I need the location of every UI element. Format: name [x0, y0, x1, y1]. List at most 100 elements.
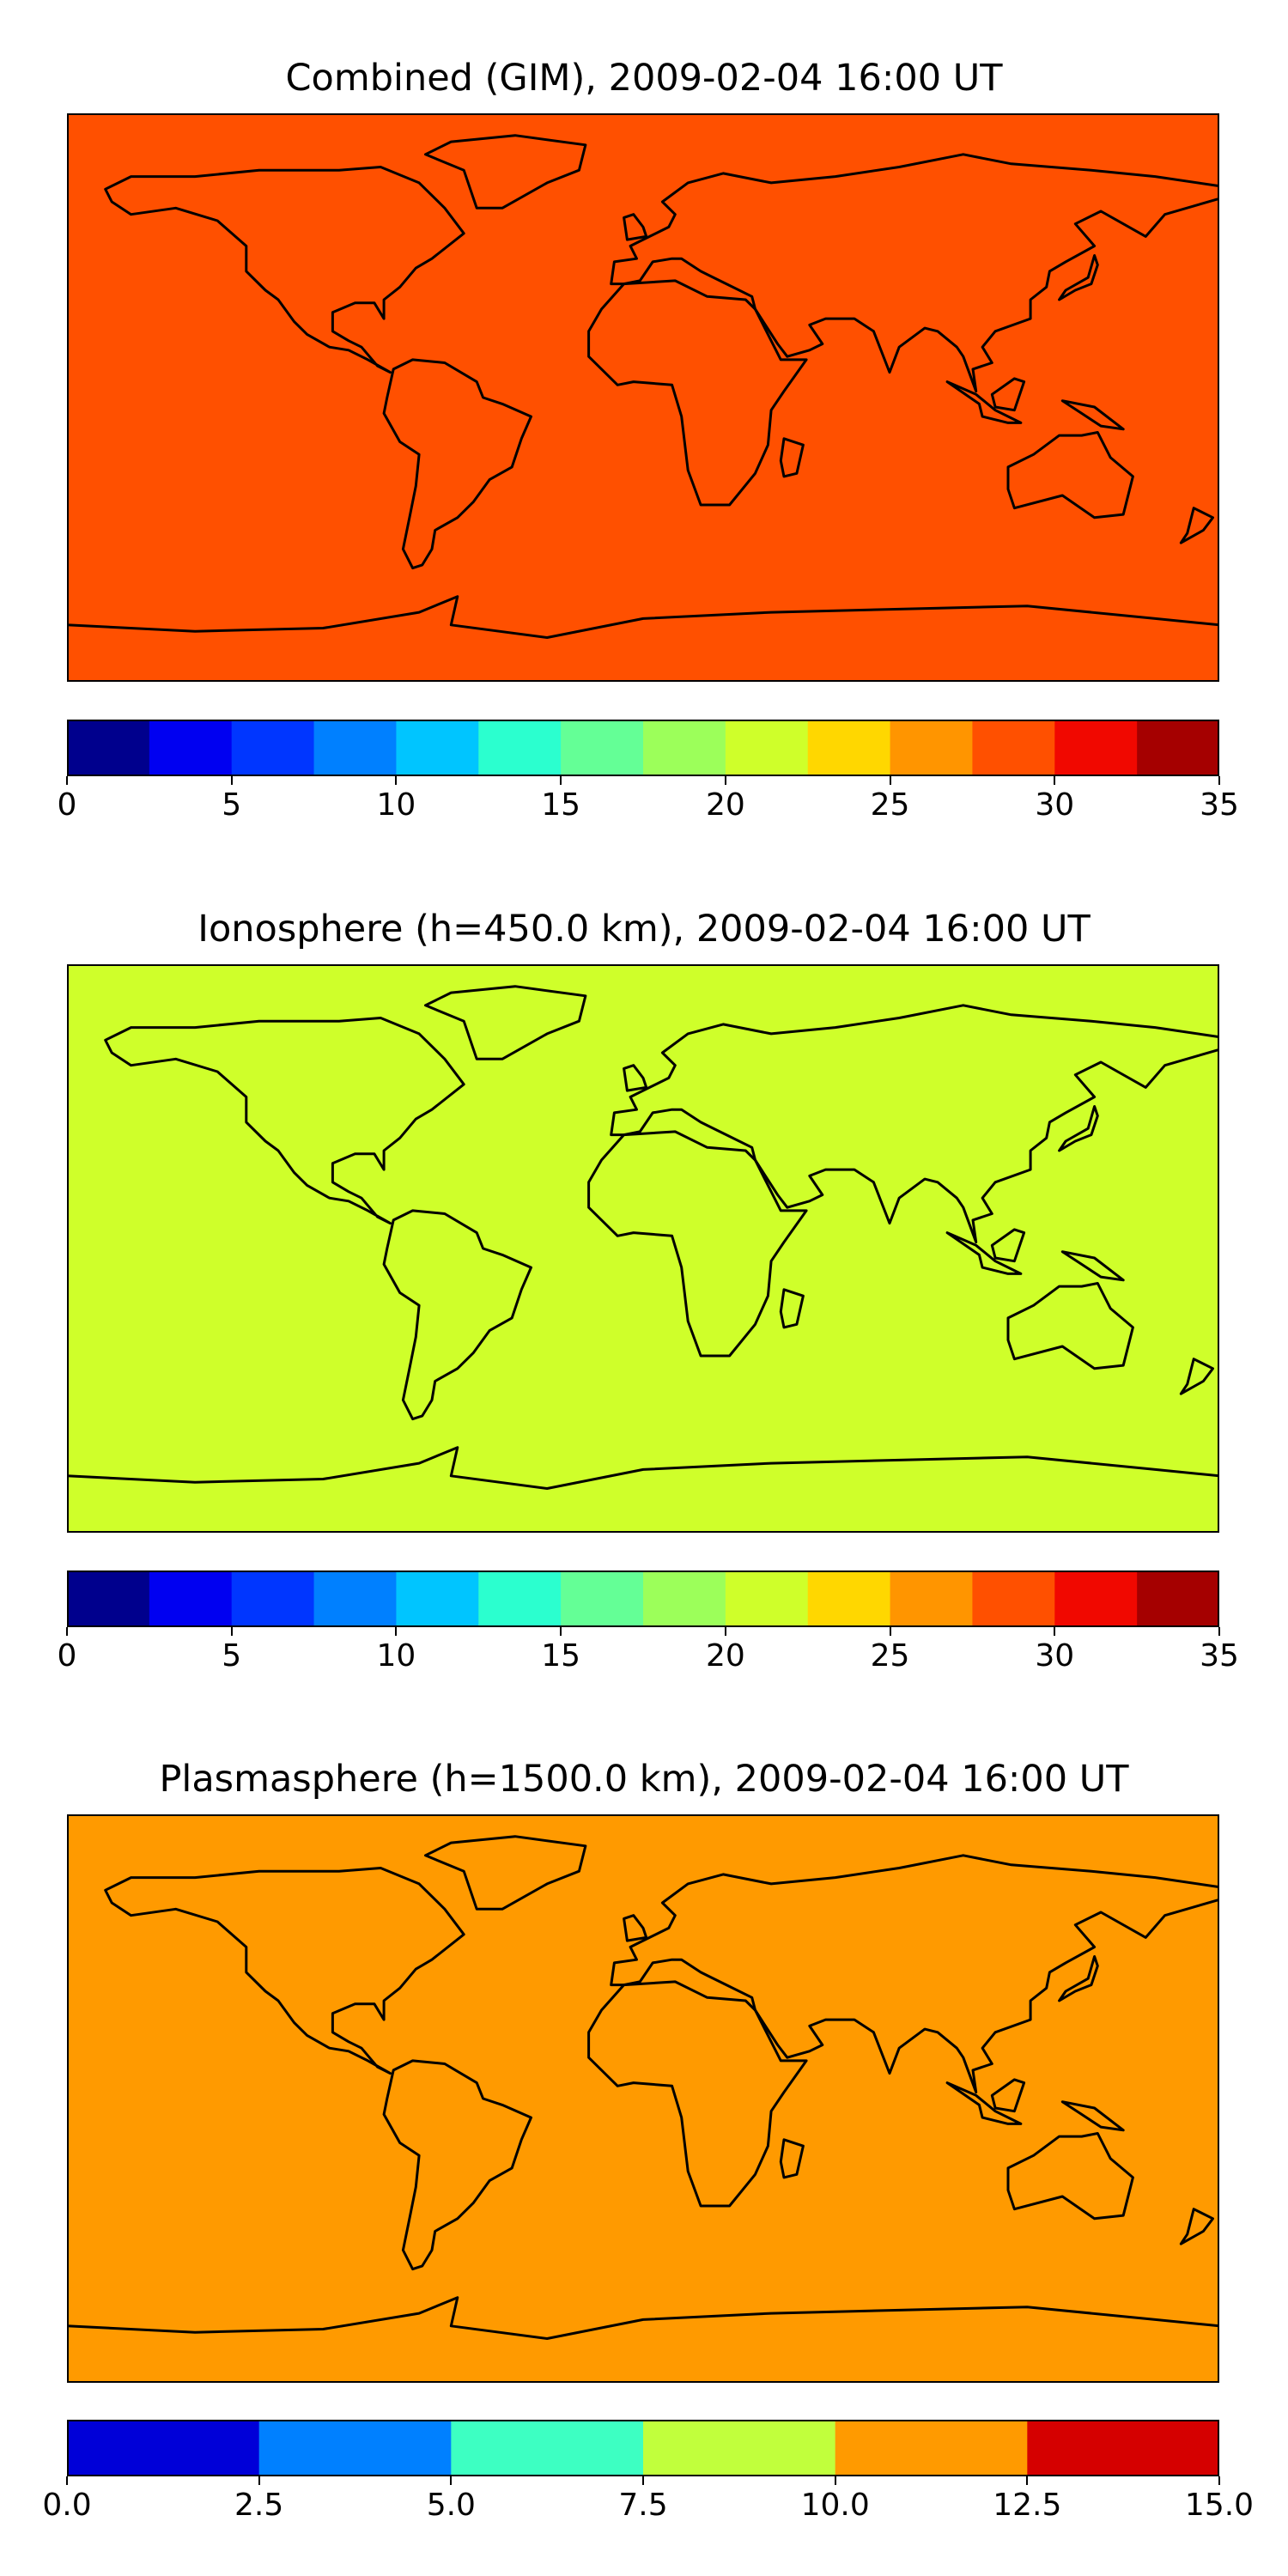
colorbar-bin-10 — [890, 1571, 973, 1627]
colorbar-tick-mark — [1026, 2476, 1029, 2485]
coastline-new-guinea — [1060, 2100, 1125, 2132]
colorbar-bin-12 — [1054, 1571, 1138, 1627]
coastline-australia — [1006, 2132, 1134, 2221]
coastline-borneo — [990, 1228, 1026, 1263]
colorbar-tick-label: 25 — [870, 787, 910, 823]
colorbar-tick-mark — [395, 1627, 398, 1636]
contour-field — [67, 113, 1219, 682]
colorbar-bin-8 — [725, 720, 809, 776]
colorbar-bin-13 — [1137, 1571, 1219, 1627]
colorbar-tick-mark — [724, 1627, 726, 1636]
contour-field — [67, 1814, 1219, 2383]
coastline-madagascar — [779, 437, 805, 478]
coastline-greenland — [424, 134, 587, 210]
colorbar-bin-3 — [313, 1571, 397, 1627]
colorbar-tick-mark — [1218, 776, 1220, 785]
colorbar-bin-4 — [396, 720, 479, 776]
colorbar-tick-label: 5 — [222, 1638, 242, 1674]
colorbar-tick-label: 0 — [57, 1638, 77, 1674]
panel-1-map — [67, 113, 1219, 682]
coastline-north-america — [104, 1017, 465, 1225]
colorbar-tick-mark — [642, 2476, 644, 2485]
colorbar-tick-mark — [724, 776, 726, 785]
colorbar-tick-label: 35 — [1200, 787, 1239, 823]
colorbar-bin-1 — [149, 1571, 233, 1627]
panel-1-colorbar — [67, 720, 1219, 776]
colorbar-tick-mark — [450, 2476, 453, 2485]
coastline-south-america — [382, 2059, 532, 2271]
colorbar-tick-label: 20 — [705, 1638, 745, 1674]
colorbar-tick-label: 0.0 — [42, 2488, 92, 2523]
colorbar-bin-10 — [890, 720, 973, 776]
colorbar-tick-label: 25 — [870, 1638, 910, 1674]
colorbar-tick-mark — [66, 2476, 68, 2485]
coastline-greenland — [424, 1835, 587, 1911]
panel-3-map — [67, 1814, 1219, 2383]
colorbar-bin-0 — [67, 1571, 150, 1627]
coastline-uk — [623, 1064, 648, 1092]
coastlines — [67, 134, 1219, 682]
coastline-australia — [1006, 1282, 1134, 1370]
colorbar-tick-mark — [1218, 2476, 1220, 2485]
colorbar-tick-label: 30 — [1035, 1638, 1075, 1674]
coastline-indonesia — [945, 2081, 1023, 2125]
coastline-madagascar — [779, 2138, 805, 2179]
colorbar-tick-mark — [560, 776, 562, 785]
colorbar-tick-mark — [395, 776, 398, 785]
colorbar-tick-label: 15 — [541, 787, 581, 823]
coastline-north-america — [104, 1867, 465, 2075]
panel-3-colorbar — [67, 2420, 1219, 2476]
colorbar-bin-6 — [561, 1571, 644, 1627]
colorbar-tick-mark — [1218, 1627, 1220, 1636]
colorbar-bin-7 — [643, 1571, 726, 1627]
colorbar-tick-label: 35 — [1200, 1638, 1239, 1674]
colorbar-bin-6 — [561, 720, 644, 776]
colorbar-tick-label: 30 — [1035, 787, 1075, 823]
colorbar-bin-11 — [972, 720, 1055, 776]
colorbar-bin-4 — [835, 2420, 1028, 2476]
colorbar-bin-13 — [1137, 720, 1219, 776]
coastline-antarctica — [67, 2296, 1219, 2383]
coastline-japan — [1058, 1955, 1099, 2002]
colorbar-bin-2 — [231, 1571, 315, 1627]
colorbar-bin-5 — [1027, 2420, 1219, 2476]
coastline-uk — [623, 213, 648, 241]
coastline-new-zealand — [1179, 1358, 1214, 1395]
coastline-north-america — [104, 166, 465, 374]
coastlines — [67, 985, 1219, 1533]
coastline-madagascar — [779, 1288, 805, 1329]
colorbar-tick-label: 12.5 — [993, 2488, 1062, 2523]
colorbar-frame — [67, 1571, 1219, 1627]
coastline-new-zealand — [1179, 2208, 1214, 2245]
colorbar-tick-label: 10 — [376, 1638, 416, 1674]
colorbar-bin-2 — [451, 2420, 644, 2476]
coastline-new-guinea — [1060, 1250, 1125, 1282]
colorbar-bin-8 — [725, 1571, 809, 1627]
coastlines — [67, 1835, 1219, 2383]
colorbar-tick-label: 10.0 — [800, 2488, 870, 2523]
map-frame — [67, 964, 1219, 1533]
colorbar-bin-7 — [643, 720, 726, 776]
coastline-south-america — [382, 358, 532, 570]
colorbar-tick-mark — [834, 2476, 836, 2485]
colorbar-bin-0 — [67, 720, 150, 776]
coastline-africa — [587, 1980, 808, 2208]
colorbar-bin-2 — [231, 720, 315, 776]
colorbar-frame — [67, 2420, 1219, 2476]
coastline-japan — [1058, 254, 1099, 301]
coastline-indonesia — [945, 1231, 1023, 1275]
coastline-indonesia — [945, 380, 1023, 424]
map-frame — [67, 1814, 1219, 2383]
coastline-new-guinea — [1060, 399, 1125, 431]
colorbar-bin-3 — [313, 720, 397, 776]
coastline-antarctica — [67, 595, 1219, 682]
panel-2-map — [67, 964, 1219, 1533]
colorbar-tick-label: 15 — [541, 1638, 581, 1674]
coastline-new-zealand — [1179, 507, 1214, 544]
colorbar-tick-label: 5.0 — [426, 2488, 476, 2523]
colorbar-bin-9 — [807, 720, 891, 776]
coastline-greenland — [424, 985, 587, 1060]
contour-band-base — [67, 964, 1219, 1533]
panel-2-title: Ionosphere (h=450.0 km), 2009-02-04 16:0… — [197, 908, 1091, 951]
coastline-south-america — [382, 1209, 532, 1421]
